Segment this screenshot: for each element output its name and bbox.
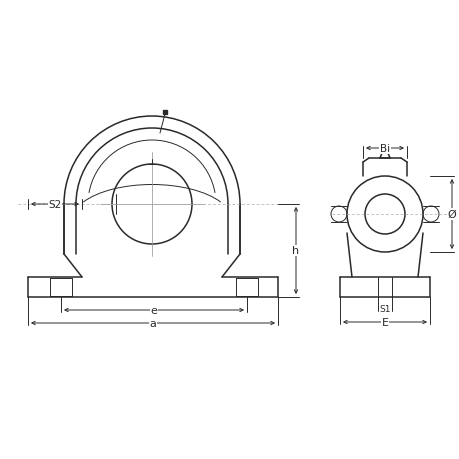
Text: Bi: Bi [379,144,389,154]
Text: S2: S2 [48,200,62,210]
Text: a: a [149,318,156,328]
Text: E: E [381,317,388,327]
Text: Ø: Ø [447,210,455,219]
Text: S1: S1 [378,305,390,314]
Text: e: e [150,305,157,315]
Text: h: h [292,246,299,256]
